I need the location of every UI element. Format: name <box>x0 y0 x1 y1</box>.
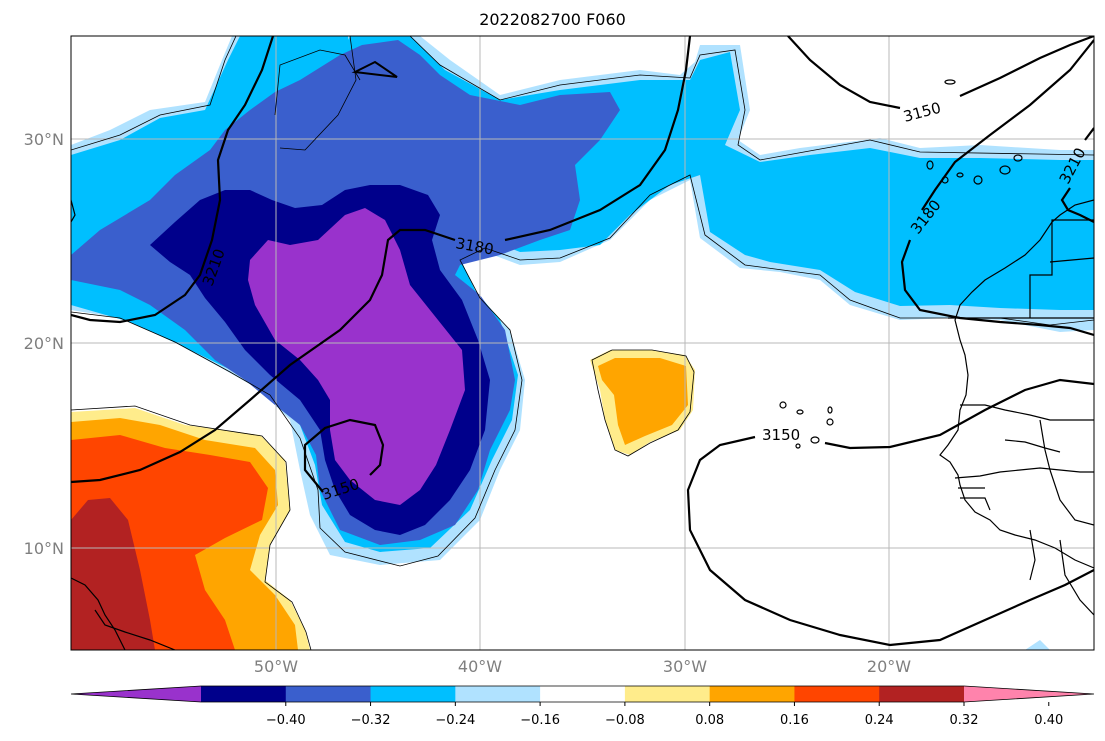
map-frame <box>70 35 1095 651</box>
map-plot-area: 3150 3180 3210 3150 3180 3210 3150 <box>71 36 1094 650</box>
colorbar-tick-label: −0.16 <box>520 713 560 728</box>
lon-label-40w: 40°W <box>458 657 502 676</box>
colorbar-segment <box>624 686 711 702</box>
lat-label-20n: 20°N <box>24 334 64 353</box>
colorbar-tick-label: 0.08 <box>695 713 724 728</box>
colorbar-tick-label: 0.24 <box>865 713 894 728</box>
anomaly-fill-dark-orchid <box>248 208 465 505</box>
anomaly-fill-firebrick-sw <box>71 498 155 650</box>
colorbar-tick-label: 0.16 <box>780 713 809 728</box>
map-gridlines <box>71 36 1094 650</box>
anomaly-outlines <box>71 36 1094 650</box>
lat-label-10n: 10°N <box>24 539 64 558</box>
longitude-labels: 50°W 40°W 30°W 20°W <box>254 657 911 676</box>
colorbar-extend-low <box>71 686 201 702</box>
colorbar-tick-label: 0.40 <box>1034 713 1063 728</box>
colorbar-tick-label: −0.40 <box>266 713 306 728</box>
colorbar-tick-label: 0.32 <box>950 713 979 728</box>
contour-label-3150-east: 3150 <box>762 426 800 444</box>
colorbar: −0.40 −0.32 −0.24 −0.16 −0.08 0.08 0.16 0.24 0.3… <box>70 685 1095 728</box>
lon-label-30w: 30°W <box>663 657 707 676</box>
colorbar-outline <box>70 685 1095 703</box>
colorbar-segment <box>370 686 456 702</box>
lon-label-50w: 50°W <box>254 657 298 676</box>
anomaly-fill-orange-center <box>598 358 688 445</box>
colorbar-segment <box>285 686 372 702</box>
map-title: 2022082700 F060 <box>479 10 626 29</box>
colorbar-segment <box>201 686 287 702</box>
colorbar-segment <box>879 686 965 702</box>
colorbar-extend-high <box>964 686 1094 702</box>
colorbar-tick-label: −0.08 <box>605 713 645 728</box>
colorbar-segment <box>709 686 795 702</box>
coastlines <box>71 79 1094 650</box>
colorbar-segment <box>455 686 541 702</box>
colorbar-tick-label: −0.32 <box>351 713 391 728</box>
lon-label-20w: 20°W <box>867 657 911 676</box>
colorbar-tick-label: −0.24 <box>435 713 475 728</box>
lat-label-30n: 30°N <box>24 130 64 149</box>
anomaly-fill-light-blue-se <box>1025 640 1050 650</box>
colorbar-segment <box>540 686 626 702</box>
colorbar-segment <box>794 686 880 702</box>
latitude-labels: 30°N 20°N 10°N <box>24 130 64 558</box>
height-contours <box>71 36 1094 647</box>
